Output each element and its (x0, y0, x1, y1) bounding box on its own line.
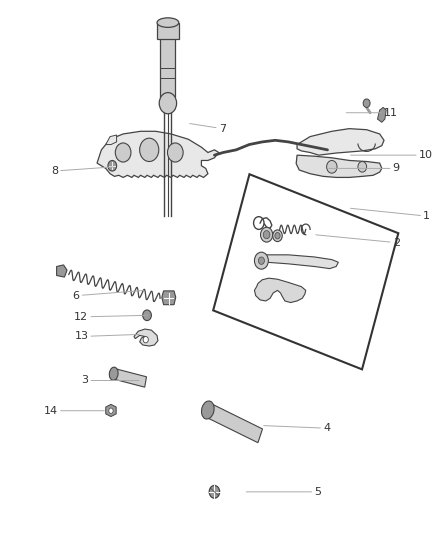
Text: 5: 5 (246, 487, 321, 497)
Circle shape (108, 160, 117, 171)
Circle shape (263, 231, 270, 239)
Polygon shape (57, 265, 67, 277)
Text: 9: 9 (329, 164, 400, 173)
Circle shape (209, 486, 220, 498)
Polygon shape (97, 131, 219, 177)
Text: 14: 14 (44, 406, 104, 416)
Text: 6: 6 (73, 290, 144, 301)
Polygon shape (162, 291, 176, 305)
Polygon shape (205, 403, 262, 443)
Text: 1: 1 (350, 208, 430, 221)
Circle shape (143, 336, 148, 343)
Circle shape (109, 408, 113, 414)
Text: 8: 8 (51, 166, 113, 176)
Polygon shape (106, 405, 116, 417)
Circle shape (358, 161, 367, 172)
Circle shape (115, 143, 131, 162)
Ellipse shape (110, 367, 118, 380)
Polygon shape (296, 155, 382, 177)
Text: 7: 7 (190, 124, 226, 134)
Circle shape (143, 310, 152, 320)
Circle shape (159, 93, 177, 114)
Polygon shape (256, 255, 339, 269)
Polygon shape (134, 329, 158, 346)
Circle shape (261, 227, 273, 242)
Circle shape (140, 138, 159, 161)
Polygon shape (113, 368, 146, 387)
Text: 10: 10 (351, 150, 433, 160)
Text: 12: 12 (74, 312, 148, 322)
Ellipse shape (201, 401, 214, 419)
Circle shape (363, 99, 370, 108)
Polygon shape (106, 135, 117, 144)
Text: 11: 11 (346, 108, 398, 118)
Polygon shape (297, 128, 384, 155)
Circle shape (254, 252, 268, 269)
Polygon shape (378, 108, 386, 122)
Circle shape (327, 160, 337, 173)
Polygon shape (157, 22, 179, 38)
Text: 2: 2 (316, 235, 400, 248)
Circle shape (258, 257, 265, 264)
Circle shape (275, 232, 280, 239)
Text: 4: 4 (264, 423, 330, 433)
Polygon shape (160, 36, 175, 97)
Circle shape (273, 230, 282, 241)
Polygon shape (254, 278, 306, 303)
Circle shape (167, 143, 183, 162)
Ellipse shape (157, 18, 179, 27)
Text: 13: 13 (74, 332, 139, 342)
Text: 3: 3 (81, 375, 139, 385)
